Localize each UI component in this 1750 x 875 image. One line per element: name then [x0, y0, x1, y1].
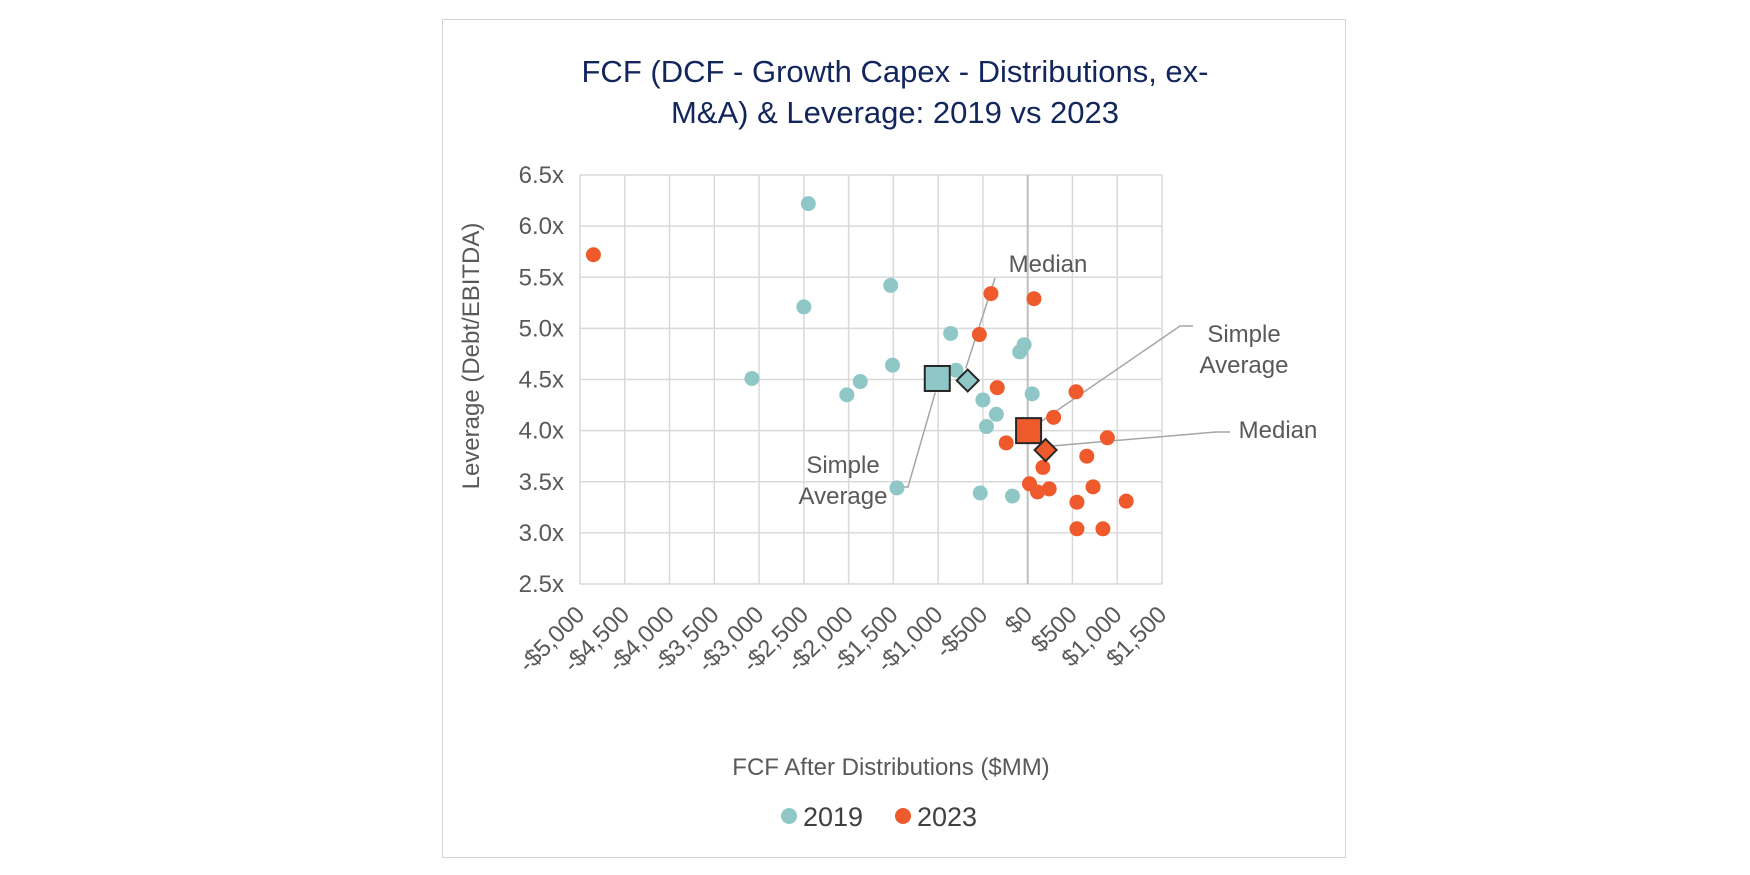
- annotation-simple-average-2019-line-1: Simple: [806, 452, 879, 479]
- point-2023: [1095, 521, 1111, 537]
- point-2023: [998, 435, 1014, 451]
- y-tick-label: 2.5x: [519, 571, 564, 598]
- point-2019: [1004, 488, 1020, 504]
- summary-markers: [923, 364, 1059, 463]
- point-2023: [1068, 384, 1084, 400]
- y-tick-label: 4.0x: [519, 418, 564, 445]
- chart-frame: FCF (DCF - Growth Capex - Distributions,…: [442, 19, 1346, 858]
- y-tick-label: 4.5x: [519, 367, 564, 394]
- point-2019: [800, 196, 816, 212]
- point-2023: [1026, 291, 1042, 307]
- y-axis-ticks: 2.5x 3.0x 3.5x 4.0x 4.5x 5.0x 5.5x 6.0x 6.5x: [519, 162, 564, 598]
- point-2019: [796, 299, 812, 315]
- annotation-simple-average-2019-line-2: Average: [799, 483, 888, 510]
- annotation-median-2019: Median: [1009, 251, 1088, 278]
- point-2023: [1099, 430, 1115, 446]
- scatter-chart: FCF (DCF - Growth Capex - Distributions,…: [458, 54, 1318, 832]
- annotation-simple-average-2023-line-2: Average: [1200, 352, 1289, 379]
- legend-marker-2019: [781, 808, 797, 824]
- leader-simple-average-2019: [893, 392, 936, 488]
- chart-title-line-2: M&A) & Leverage: 2019 vs 2023: [671, 95, 1119, 130]
- x-axis-label: FCF After Distributions ($MM): [732, 754, 1049, 781]
- leader-median-2023: [1051, 431, 1230, 447]
- point-2023: [1085, 479, 1101, 495]
- point-2019: [744, 370, 760, 386]
- annotation-simple-average-2023-line-1: Simple: [1207, 321, 1280, 348]
- point-2019: [889, 480, 905, 496]
- point-2019: [1012, 344, 1028, 360]
- x-tick-label: -$500: [931, 601, 994, 664]
- point-2023: [1041, 481, 1057, 497]
- point-2023: [1079, 448, 1095, 464]
- point-2023: [1046, 409, 1062, 425]
- point-2023: [1069, 521, 1085, 537]
- y-tick-label: 5.5x: [519, 264, 564, 291]
- legend-label-2023: 2023: [917, 802, 977, 832]
- y-tick-label: 6.5x: [519, 162, 564, 189]
- y-tick-label: 3.0x: [519, 520, 564, 547]
- point-2019: [1024, 386, 1040, 402]
- legend-label-2019: 2019: [803, 802, 863, 832]
- y-axis-label: Leverage (Debt/EBITDA): [458, 223, 485, 490]
- point-2019: [975, 392, 991, 408]
- point-2019: [988, 406, 1004, 422]
- median-marker-2019: [955, 368, 981, 393]
- point-2019: [883, 277, 899, 293]
- y-tick-label: 3.5x: [519, 469, 564, 496]
- point-2023: [1118, 493, 1134, 509]
- chart-title-line-1: FCF (DCF - Growth Capex - Distributions,…: [582, 54, 1209, 89]
- point-2023: [989, 380, 1005, 396]
- point-2023: [971, 327, 987, 343]
- legend-marker-2023: [895, 808, 911, 824]
- point-2019: [852, 374, 868, 390]
- simple-average-marker-2019: [923, 364, 951, 392]
- point-2023: [1030, 484, 1046, 500]
- y-tick-label: 5.0x: [519, 315, 564, 342]
- median-marker-2023: [1033, 437, 1059, 463]
- point-2019: [948, 362, 964, 378]
- point-2023: [1035, 459, 1051, 475]
- point-2019: [839, 387, 855, 403]
- y-tick-label: 6.0x: [519, 213, 564, 240]
- point-2019: [972, 485, 988, 501]
- point-2023: [585, 247, 601, 263]
- point-2019: [979, 419, 995, 435]
- point-2023: [1069, 494, 1085, 510]
- annotation-median-2023: Median: [1239, 417, 1318, 444]
- point-2023: [983, 286, 999, 302]
- point-2019: [943, 325, 959, 341]
- simple-average-marker-2023: [1015, 417, 1043, 445]
- x-axis-ticks: -$5,000-$4,500-$4,000-$3,500-$3,000-$2,5…: [514, 601, 1173, 678]
- data-points: [585, 196, 1134, 537]
- point-2019: [884, 357, 900, 373]
